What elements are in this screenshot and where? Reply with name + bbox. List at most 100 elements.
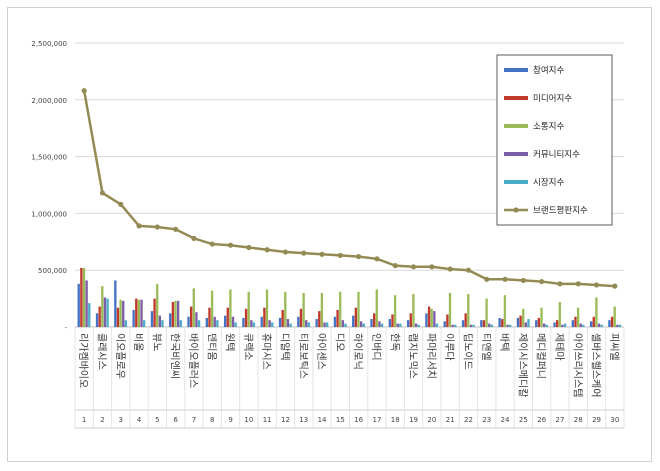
bar-5-4 (143, 320, 146, 327)
bar-3-30 (613, 306, 616, 327)
bar-3-22 (467, 294, 470, 327)
bar-2-4 (135, 298, 138, 327)
rank-label-26: 26 (537, 416, 546, 424)
bar-3-17 (375, 289, 378, 327)
bar-1-14 (315, 319, 318, 327)
bar-1-2 (95, 313, 99, 327)
bar-5-23 (490, 324, 494, 327)
bar-1-25 (516, 317, 520, 327)
category-label-15: 디오 (333, 333, 345, 351)
bar-4-10 (250, 320, 253, 327)
bar-2-14 (318, 311, 321, 327)
bar-1-7 (187, 316, 190, 327)
bar-5-17 (380, 323, 384, 327)
category-label-14: 아이센스 (315, 333, 327, 370)
bar-3-7 (192, 288, 195, 327)
legend-label-3: 소통지수 (533, 122, 564, 132)
bar-4-21 (451, 324, 454, 327)
bar-1-23 (480, 320, 483, 327)
rank-label-9: 9 (228, 416, 232, 424)
category-label-20: 파마리서치 (425, 333, 437, 379)
bar-3-26 (540, 307, 543, 327)
bar-4-18 (396, 323, 399, 327)
bar-3-24 (503, 295, 507, 327)
brand-score-point-15 (337, 252, 343, 259)
brand-score-point-17 (374, 256, 380, 262)
category-label-30: 피씨엘 (608, 333, 621, 361)
bar-2-17 (372, 313, 376, 327)
category-label-23: 티앤엘 (480, 333, 493, 361)
bar-5-30 (618, 324, 622, 327)
y-tick-label: - (64, 324, 67, 332)
bar-2-23 (482, 320, 486, 327)
legend-label-1: 참여지수 (533, 65, 564, 76)
bar-2-20 (427, 306, 431, 327)
rank-label-13: 13 (299, 416, 308, 424)
rank-label-29: 29 (592, 416, 601, 424)
bar-5-9 (234, 322, 237, 327)
bar-3-3 (119, 299, 122, 327)
rank-label-22: 22 (464, 416, 473, 424)
bar-4-4 (140, 299, 143, 327)
rank-label-11: 11 (263, 416, 272, 424)
rank-label-5: 5 (155, 416, 159, 424)
rank-label-23: 23 (482, 416, 491, 424)
bar-4-20 (433, 311, 436, 327)
bar-2-3 (116, 307, 120, 327)
bars (77, 267, 622, 327)
bar-1-5 (150, 311, 154, 327)
rank-label-15: 15 (336, 416, 345, 424)
bar-2-25 (519, 315, 522, 327)
category-label-2: 클래시스 (95, 333, 107, 370)
bar-3-21 (448, 292, 452, 327)
bar-5-13 (307, 322, 311, 327)
y-tick-label: 1,500,000 (31, 154, 67, 162)
bar-4-19 (414, 323, 418, 327)
bar-5-29 (600, 324, 603, 327)
bar-5-27 (563, 323, 567, 327)
bar-3-9 (229, 289, 232, 327)
bar-5-22 (472, 324, 475, 327)
bar-5-7 (197, 320, 201, 327)
bar-1-8 (205, 317, 208, 327)
bar-5-2 (106, 298, 109, 327)
bar-4-8 (213, 316, 216, 327)
category-label-19: 랩지노믹스 (407, 333, 419, 379)
bar-2-26 (537, 317, 541, 327)
y-tick-label: 500,000 (38, 267, 67, 275)
brand-score-point-16 (356, 253, 362, 260)
bar-1-9 (223, 315, 227, 327)
legend-swatch-3 (504, 124, 528, 128)
bar-4-22 (469, 324, 473, 327)
brand-score-point-28 (575, 281, 581, 287)
bar-3-23 (485, 298, 488, 327)
category-label-8: 덴티움 (205, 333, 217, 361)
bar-5-6 (179, 320, 182, 327)
bar-4-6 (176, 300, 180, 327)
bar-1-11 (260, 316, 263, 327)
bar-5-15 (344, 323, 347, 327)
brand-score-point-4 (136, 223, 142, 229)
bar-1-10 (242, 317, 245, 327)
rank-label-25: 25 (519, 416, 528, 424)
rank-label-2: 2 (100, 416, 104, 424)
category-label-28: 아이쓰리시스템 (571, 333, 583, 397)
bar-5-26 (545, 324, 548, 327)
bar-2-15 (336, 309, 339, 327)
rank-label-4: 4 (137, 416, 142, 424)
brand-score-point-9 (227, 242, 234, 248)
bar-1-12 (278, 317, 282, 327)
brand-score-point-30 (612, 283, 618, 289)
bar-4-2 (103, 297, 107, 327)
bar-1-18 (388, 319, 391, 327)
bar-4-1 (85, 280, 88, 327)
bar-1-22 (461, 320, 465, 327)
bar-3-15 (339, 291, 342, 327)
bar-2-21 (446, 314, 449, 327)
brand-score-point-27 (557, 281, 563, 287)
bar-2-18 (391, 314, 394, 327)
brand-score-point-23 (484, 276, 490, 282)
bar-4-27 (561, 324, 564, 327)
brand-score-point-19 (410, 264, 417, 270)
